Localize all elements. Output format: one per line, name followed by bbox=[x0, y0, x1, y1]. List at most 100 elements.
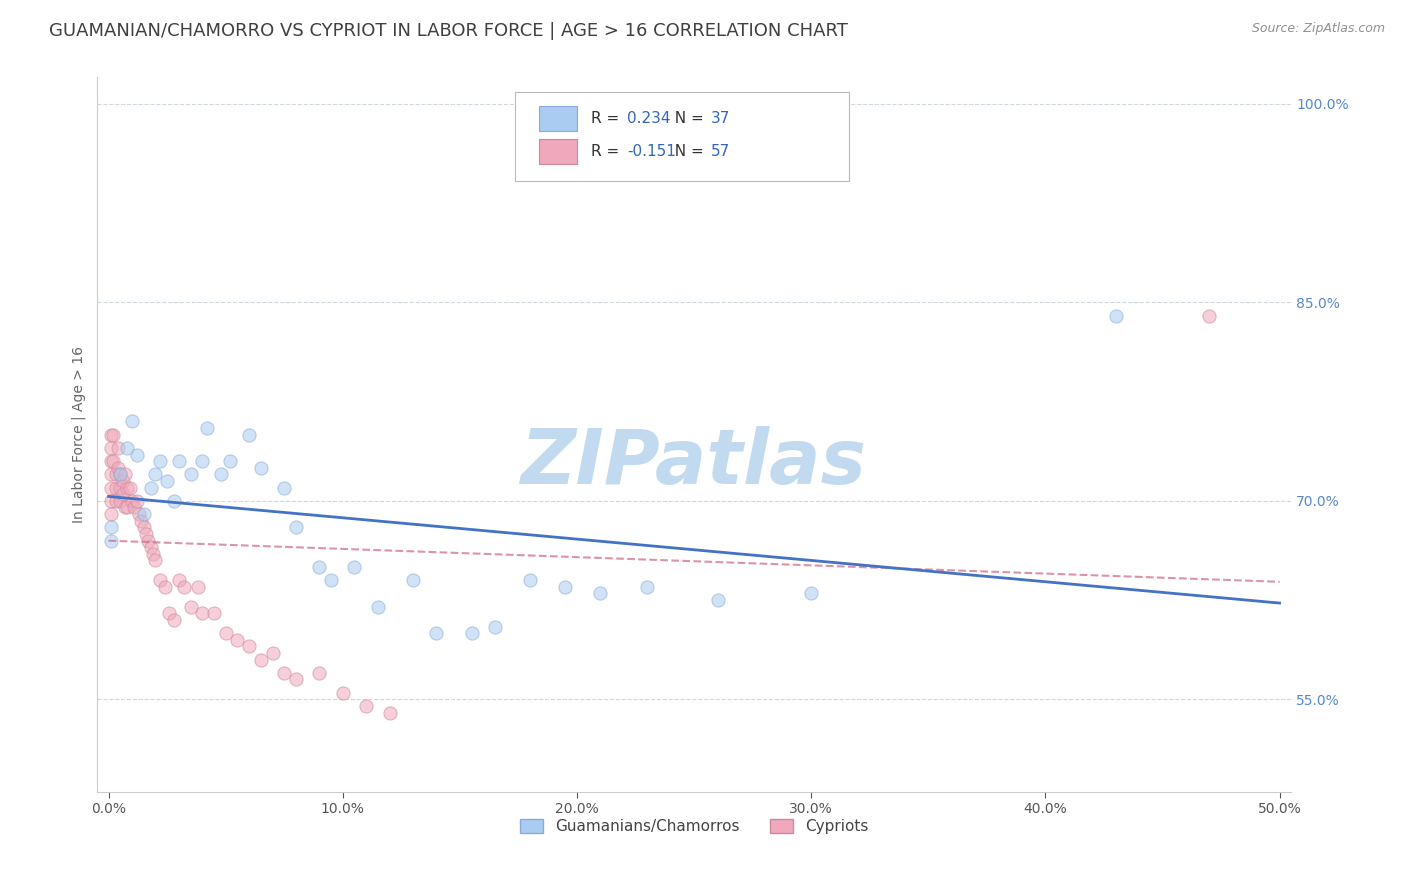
Point bbox=[100, 507, 122, 521]
Point bbox=[145, 467, 167, 482]
Point bbox=[107, 441, 129, 455]
FancyBboxPatch shape bbox=[515, 92, 849, 181]
Point bbox=[226, 632, 249, 647]
Point bbox=[100, 454, 122, 468]
Point bbox=[354, 698, 377, 713]
Point bbox=[238, 640, 260, 654]
Point bbox=[163, 613, 186, 627]
Point bbox=[145, 553, 167, 567]
Point bbox=[219, 454, 242, 468]
Point bbox=[173, 580, 195, 594]
Text: R =: R = bbox=[592, 112, 624, 127]
Point bbox=[104, 481, 127, 495]
Point bbox=[100, 494, 122, 508]
Point bbox=[319, 574, 342, 588]
Point bbox=[110, 494, 132, 508]
Point bbox=[125, 448, 148, 462]
Text: ZIPatlas: ZIPatlas bbox=[522, 426, 868, 500]
Point bbox=[163, 494, 186, 508]
Point bbox=[104, 467, 127, 482]
Point bbox=[159, 607, 181, 621]
Point bbox=[110, 467, 132, 482]
Point bbox=[367, 599, 389, 614]
Point bbox=[238, 427, 260, 442]
Point bbox=[273, 481, 295, 495]
Text: 0.234: 0.234 bbox=[627, 112, 671, 127]
Point bbox=[209, 467, 232, 482]
Point bbox=[589, 586, 612, 600]
Point bbox=[460, 626, 482, 640]
Point bbox=[132, 507, 155, 521]
Point bbox=[425, 626, 447, 640]
Text: 57: 57 bbox=[711, 144, 730, 159]
Point bbox=[100, 427, 122, 442]
Point bbox=[100, 481, 122, 495]
Point bbox=[156, 474, 179, 488]
Legend: Guamanians/Chamorros, Cypriots: Guamanians/Chamorros, Cypriots bbox=[520, 819, 869, 834]
Point bbox=[343, 560, 366, 574]
Point bbox=[110, 467, 132, 482]
Point bbox=[131, 514, 153, 528]
Point bbox=[138, 533, 160, 548]
Point bbox=[519, 574, 541, 588]
Point bbox=[195, 421, 218, 435]
Point bbox=[100, 467, 122, 482]
Text: N =: N = bbox=[665, 144, 709, 159]
FancyBboxPatch shape bbox=[538, 106, 576, 131]
Point bbox=[121, 414, 143, 428]
Y-axis label: In Labor Force | Age > 16: In Labor Force | Age > 16 bbox=[72, 346, 86, 524]
Point bbox=[402, 574, 425, 588]
Point bbox=[180, 599, 202, 614]
Point bbox=[121, 494, 143, 508]
Point bbox=[308, 560, 330, 574]
Point bbox=[191, 454, 214, 468]
Point bbox=[800, 586, 823, 600]
Point bbox=[142, 547, 165, 561]
Point bbox=[125, 494, 148, 508]
Point bbox=[215, 626, 238, 640]
Point bbox=[262, 646, 284, 660]
Text: R =: R = bbox=[592, 144, 624, 159]
Point bbox=[554, 580, 576, 594]
Point bbox=[103, 427, 125, 442]
Text: -0.151: -0.151 bbox=[627, 144, 676, 159]
Point bbox=[118, 481, 141, 495]
Point bbox=[332, 686, 354, 700]
Point bbox=[167, 454, 190, 468]
Point bbox=[706, 593, 728, 607]
Point bbox=[100, 533, 122, 548]
Point bbox=[1105, 309, 1128, 323]
Point bbox=[284, 520, 307, 534]
Point bbox=[100, 520, 122, 534]
Point bbox=[111, 474, 134, 488]
Point bbox=[107, 460, 129, 475]
Point bbox=[153, 580, 176, 594]
Point bbox=[284, 673, 307, 687]
Point bbox=[180, 467, 202, 482]
Point bbox=[114, 500, 136, 515]
Point bbox=[117, 481, 139, 495]
FancyBboxPatch shape bbox=[538, 138, 576, 163]
Point bbox=[139, 540, 162, 554]
Text: GUAMANIAN/CHAMORRO VS CYPRIOT IN LABOR FORCE | AGE > 16 CORRELATION CHART: GUAMANIAN/CHAMORRO VS CYPRIOT IN LABOR F… bbox=[49, 22, 848, 40]
Text: N =: N = bbox=[665, 112, 709, 127]
Point bbox=[484, 619, 506, 633]
Point bbox=[128, 507, 150, 521]
Point bbox=[114, 467, 136, 482]
Point bbox=[111, 487, 134, 501]
Point bbox=[249, 460, 271, 475]
Point bbox=[149, 454, 172, 468]
Point bbox=[249, 653, 271, 667]
Point bbox=[273, 665, 295, 680]
Point bbox=[110, 481, 132, 495]
Point bbox=[191, 607, 214, 621]
Point bbox=[104, 494, 127, 508]
Point bbox=[378, 706, 401, 720]
Text: 37: 37 bbox=[711, 112, 730, 127]
Point bbox=[117, 441, 139, 455]
Point bbox=[124, 500, 146, 515]
Point bbox=[139, 481, 162, 495]
Point bbox=[187, 580, 209, 594]
Point bbox=[308, 665, 330, 680]
Point bbox=[636, 580, 658, 594]
